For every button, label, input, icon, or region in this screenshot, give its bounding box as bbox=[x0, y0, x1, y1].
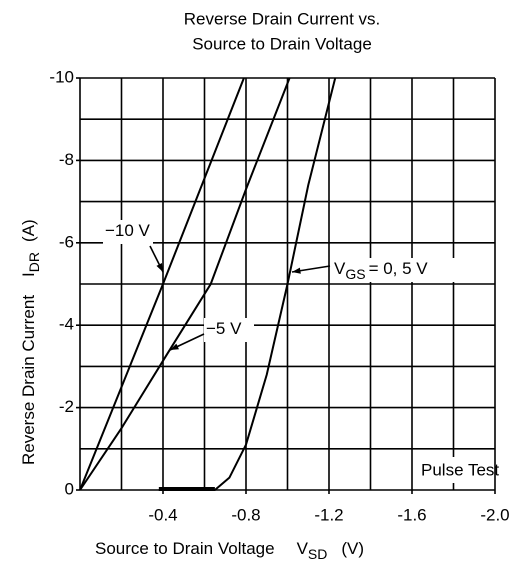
y-tick-label: -10 bbox=[49, 67, 74, 86]
series-label-text: = 0, 5 V bbox=[369, 259, 429, 278]
x-axis-label: Source to Drain Voltage VSD (V) bbox=[95, 539, 364, 561]
series-label-box bbox=[204, 318, 254, 342]
chart-title: Reverse Drain Current vs. bbox=[184, 9, 381, 28]
arrow-head bbox=[292, 267, 301, 274]
arrow-head bbox=[156, 263, 163, 272]
series-line bbox=[158, 77, 337, 491]
y-axis-label: Reverse Drain CurrentIDR(A) bbox=[19, 219, 41, 465]
annotation-box bbox=[417, 457, 485, 483]
y-tick-label: -4 bbox=[59, 315, 74, 334]
x-tick-label: -1.2 bbox=[314, 505, 343, 524]
series-line bbox=[79, 77, 291, 491]
series-label: VGS = 0, 5 V bbox=[334, 259, 428, 281]
x-tick-label: -2.0 bbox=[480, 505, 509, 524]
y-tick-label: 0 bbox=[65, 479, 74, 498]
series-label-text: −10 V bbox=[105, 221, 151, 240]
series-label: −10 V bbox=[105, 221, 151, 240]
x-tick-label: -1.6 bbox=[397, 505, 426, 524]
annotation: Pulse Test bbox=[421, 460, 499, 479]
series-label-subscript: GS bbox=[345, 266, 365, 282]
series-label-box bbox=[332, 258, 458, 282]
y-tick-label: -8 bbox=[59, 150, 74, 169]
series-line bbox=[79, 77, 245, 491]
series-label-text: −5 V bbox=[206, 319, 242, 338]
series-label-text: V bbox=[334, 259, 346, 278]
y-tick-label: -2 bbox=[59, 397, 74, 416]
series-label-box bbox=[103, 220, 153, 244]
x-tick-label: -0.8 bbox=[231, 505, 260, 524]
chart-title: Source to Drain Voltage bbox=[192, 34, 372, 53]
arrow-head bbox=[170, 343, 179, 350]
y-tick-label: -6 bbox=[59, 232, 74, 251]
series-label: −5 V bbox=[206, 319, 242, 338]
x-tick-label: -0.4 bbox=[148, 505, 177, 524]
